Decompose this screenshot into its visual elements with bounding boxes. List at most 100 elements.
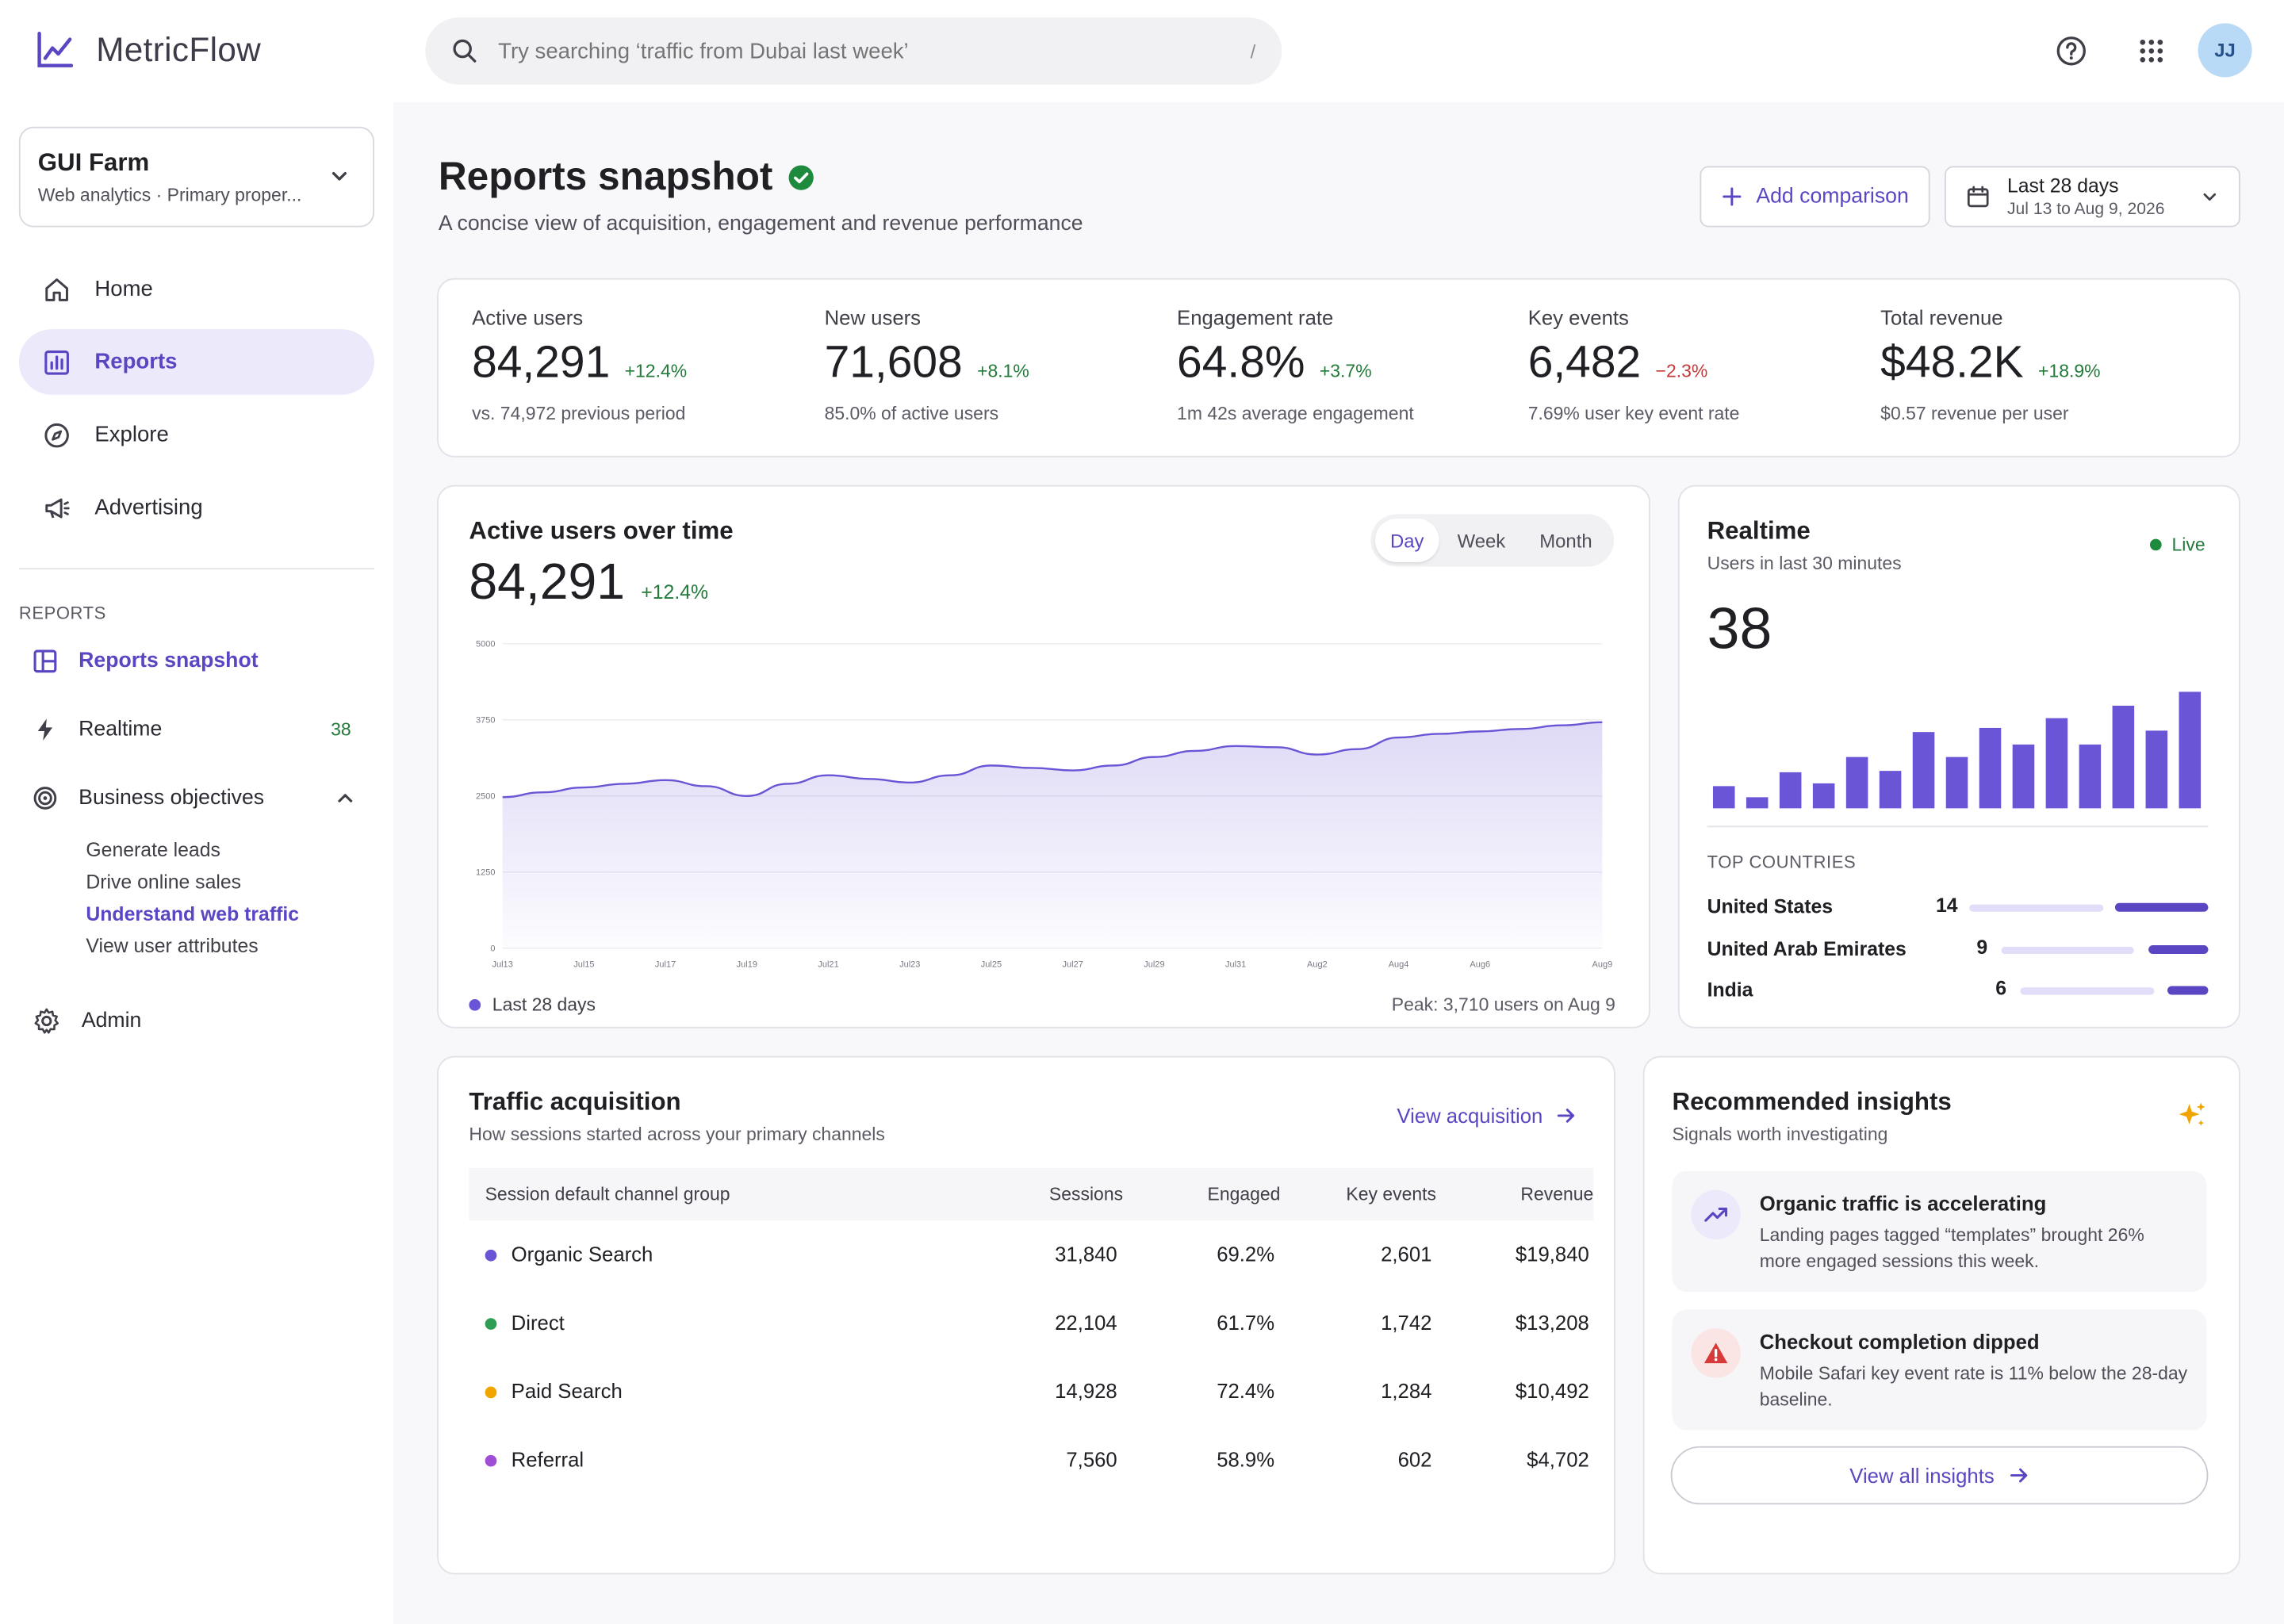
bar-chart-icon [44, 350, 69, 374]
live-dot [2149, 538, 2162, 551]
chevron-down-icon [2203, 193, 2217, 201]
nav-advertising[interactable]: Advertising [19, 475, 374, 541]
kpi-footnote: 85.0% of active users [824, 403, 999, 424]
kpi-key-events[interactable]: Key events 6,482 −2.3% 7.69% user key eve… [1528, 306, 1849, 424]
col-revenue[interactable]: Revenue [1520, 1184, 1594, 1205]
realtime-title: Realtime [1707, 517, 1811, 545]
country-value: 9 [1976, 936, 1988, 959]
user-avatar[interactable]: JJ [2198, 23, 2252, 78]
country-bar-fill [2148, 945, 2209, 955]
search-bar[interactable]: / [425, 17, 1282, 85]
add-comparison-button[interactable]: Add comparison [1700, 166, 1930, 228]
nav-reports-label: Reports [94, 349, 178, 375]
tab-day[interactable]: Day [1374, 518, 1439, 562]
search-shortcut: / [1250, 40, 1256, 63]
y-tick-label: 3750 [476, 715, 496, 725]
kpi-active-users[interactable]: Active users 84,291 +12.4% vs. 74,972 pre… [472, 306, 792, 424]
kpi-label: Total revenue [1880, 305, 2003, 330]
col-channel-group[interactable]: Session default channel group [485, 1184, 730, 1205]
realtime-bar-chart [1712, 691, 2202, 809]
insight-item[interactable]: Organic traffic is accelerating Landing … [1672, 1170, 2207, 1293]
channel-color-dot [485, 1318, 497, 1330]
cell-engaged: 69.2% [1217, 1242, 1275, 1266]
x-tick-label: Jul17 [655, 960, 676, 970]
property-selector[interactable]: GUI Farm Web analytics · Primary proper.… [18, 126, 375, 228]
nav-reports[interactable]: Reports [18, 329, 375, 395]
tab-month[interactable]: Month [1539, 529, 1592, 552]
realtime-bar [1879, 771, 1902, 809]
search-icon [453, 39, 477, 63]
table-row[interactable]: Referral 7,560 58.9% 602 $4,702 [469, 1442, 1593, 1480]
objective-drive-online-sales[interactable]: Drive online sales [86, 871, 242, 893]
nav-home-label: Home [94, 276, 153, 302]
objective-understand-web-traffic[interactable]: Understand web traffic [86, 902, 300, 925]
kpi-label: New users [824, 305, 922, 330]
insight-item[interactable]: Checkout completion dipped Mobile Safari… [1672, 1309, 2207, 1431]
country-bar-fill [2114, 902, 2209, 912]
plus-icon [1722, 187, 1741, 206]
apps-grid-icon[interactable] [2129, 29, 2173, 73]
kpi-delta: +12.4% [624, 361, 688, 382]
insights-title: Recommended insights [1672, 1088, 1952, 1116]
sidebar-item-admin[interactable]: Admin [32, 1006, 141, 1036]
realtime-bar [1979, 727, 2002, 809]
col-engaged[interactable]: Engaged [1207, 1184, 1281, 1205]
sidebar-item-business-objectives[interactable]: Business objectives [32, 785, 355, 811]
sidebar-item-realtime[interactable]: Realtime 38 [32, 717, 355, 743]
table-row[interactable]: Direct 22,104 61.7% 1,742 $13,208 [469, 1305, 1593, 1343]
acquisition-title: Traffic acquisition [469, 1088, 681, 1116]
cell-revenue: $4,702 [1527, 1447, 1589, 1472]
cell-engaged: 72.4% [1217, 1379, 1275, 1403]
kpi-value: 84,291 [472, 336, 611, 388]
cell-key-events: 1,284 [1381, 1379, 1432, 1403]
realtime-bar [1912, 732, 1935, 809]
tab-week[interactable]: Week [1457, 529, 1506, 552]
table-row[interactable]: Organic Search 31,840 69.2% 2,601 $19,840 [469, 1236, 1593, 1274]
kpi-total-revenue[interactable]: Total revenue $48.2K +18.9% $0.57 revenue… [1880, 306, 2201, 424]
kpi-delta: −2.3% [1655, 361, 1708, 382]
kpi-engagement-rate[interactable]: Engagement rate 64.8% +3.7% 1m 42s averag… [1177, 306, 1497, 424]
help-icon[interactable] [2049, 29, 2093, 73]
kpi-footnote: 1m 42s average engagement [1177, 403, 1414, 424]
live-indicator: Live [2149, 534, 2205, 555]
view-all-insights-label: View all insights [1849, 1463, 1995, 1488]
col-key-events[interactable]: Key events [1346, 1184, 1436, 1205]
view-all-insights-button[interactable]: View all insights [1670, 1446, 2209, 1505]
search-input[interactable] [498, 38, 1251, 63]
country-name: United States [1707, 895, 1834, 918]
realtime-bar [1746, 797, 1769, 809]
megaphone-icon [45, 497, 70, 518]
x-tick-label: Jul21 [818, 960, 838, 970]
chart-peak-note: Peak: 3,710 users on Aug 9 [1391, 994, 1615, 1016]
realtime-badge: 38 [331, 719, 351, 741]
nav-home[interactable]: Home [19, 256, 374, 322]
nav-explore[interactable]: Explore [19, 402, 374, 468]
x-tick-label: Jul29 [1144, 960, 1164, 970]
date-range-picker[interactable]: Last 28 days Jul 13 to Aug 9, 2026 [1944, 166, 2240, 228]
app-logo[interactable]: MetricFlow [35, 29, 261, 70]
kpi-card [437, 278, 2240, 458]
view-acquisition-link[interactable]: View acquisition [1397, 1104, 1576, 1128]
col-sessions[interactable]: Sessions [1048, 1184, 1124, 1205]
sidebar-item-reports-snapshot[interactable]: Reports snapshot [32, 648, 259, 674]
chevron-up-icon[interactable] [335, 788, 355, 809]
objective-view-user-attributes[interactable]: View user attributes [86, 935, 259, 957]
cell-sessions: 31,840 [1055, 1242, 1117, 1266]
chevron-down-icon [331, 171, 347, 181]
cell-revenue: $19,840 [1515, 1242, 1589, 1266]
kpi-label: Active users [472, 305, 584, 330]
objective-generate-leads[interactable]: Generate leads [86, 838, 220, 861]
layout-icon [33, 649, 57, 673]
add-comparison-label: Add comparison [1756, 185, 1909, 209]
realtime-bar [2179, 691, 2202, 809]
table-row[interactable]: Paid Search 14,928 72.4% 1,284 $10,492 [469, 1373, 1593, 1411]
x-tick-label: Jul27 [1063, 960, 1083, 970]
lightning-icon [37, 718, 53, 741]
kpi-new-users[interactable]: New users 71,608 +8.1% 85.0% of active us… [825, 306, 1145, 424]
cell-key-events: 602 [1397, 1447, 1432, 1472]
gear-icon [34, 1008, 59, 1034]
kpi-delta: +18.9% [2038, 361, 2101, 382]
insight-title: Checkout completion dipped [1759, 1329, 2040, 1354]
country-row: United Arab Emirates 9 [1707, 936, 2209, 963]
area-fill [502, 722, 1603, 948]
